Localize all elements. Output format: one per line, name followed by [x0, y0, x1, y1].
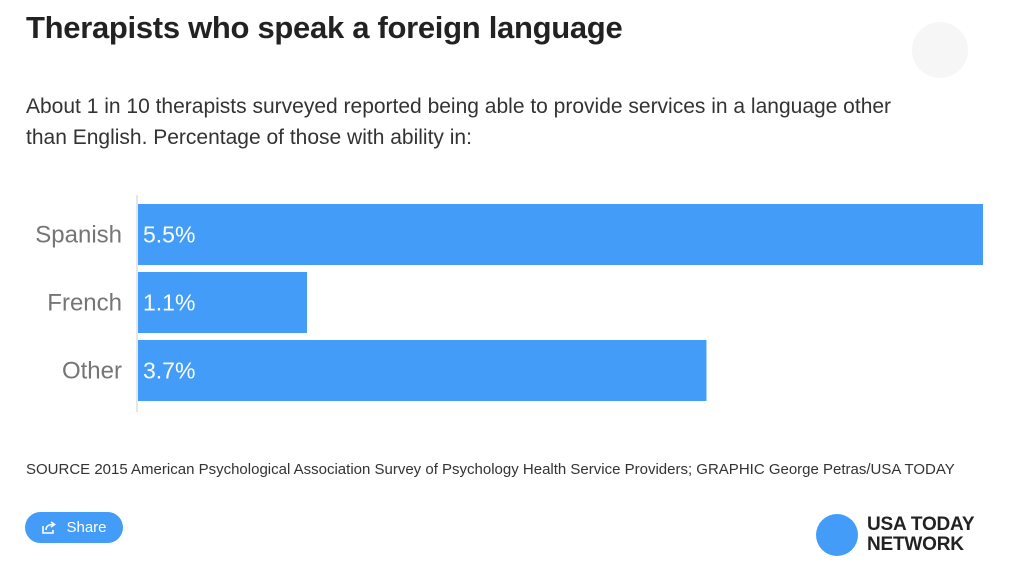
- category-label-spanish: Spanish: [35, 222, 122, 249]
- value-label-other: 3.7%: [143, 358, 195, 384]
- bar-other: [138, 340, 707, 401]
- logo-text: USA TODAY NETWORK: [867, 514, 975, 555]
- logo-circle-icon: [816, 514, 858, 556]
- chart-subtitle: About 1 in 10 therapists surveyed report…: [26, 95, 892, 149]
- logo-line-2: NETWORK: [867, 534, 964, 555]
- share-icon: [41, 520, 57, 535]
- share-label: Share: [66, 519, 107, 536]
- usa-today-network-logo: USA TODAY NETWORK: [816, 512, 975, 558]
- bar-chart: Spanish 5.5% French 1.1% Other 3.7%: [35, 195, 983, 412]
- value-label-spanish: 5.5%: [143, 222, 195, 248]
- value-label-french: 1.1%: [143, 290, 195, 316]
- decorative-circle: [912, 22, 968, 78]
- category-label-other: Other: [62, 358, 122, 385]
- share-button[interactable]: Share: [25, 512, 123, 543]
- bar-french: [138, 272, 307, 333]
- bar-spanish: [138, 204, 983, 265]
- category-label-french: French: [47, 290, 122, 317]
- logo-line-1: USA TODAY: [867, 514, 975, 535]
- chart-title: Therapists who speak a foreign language: [26, 10, 623, 45]
- source-note: SOURCE 2015 American Psychological Assoc…: [26, 461, 955, 478]
